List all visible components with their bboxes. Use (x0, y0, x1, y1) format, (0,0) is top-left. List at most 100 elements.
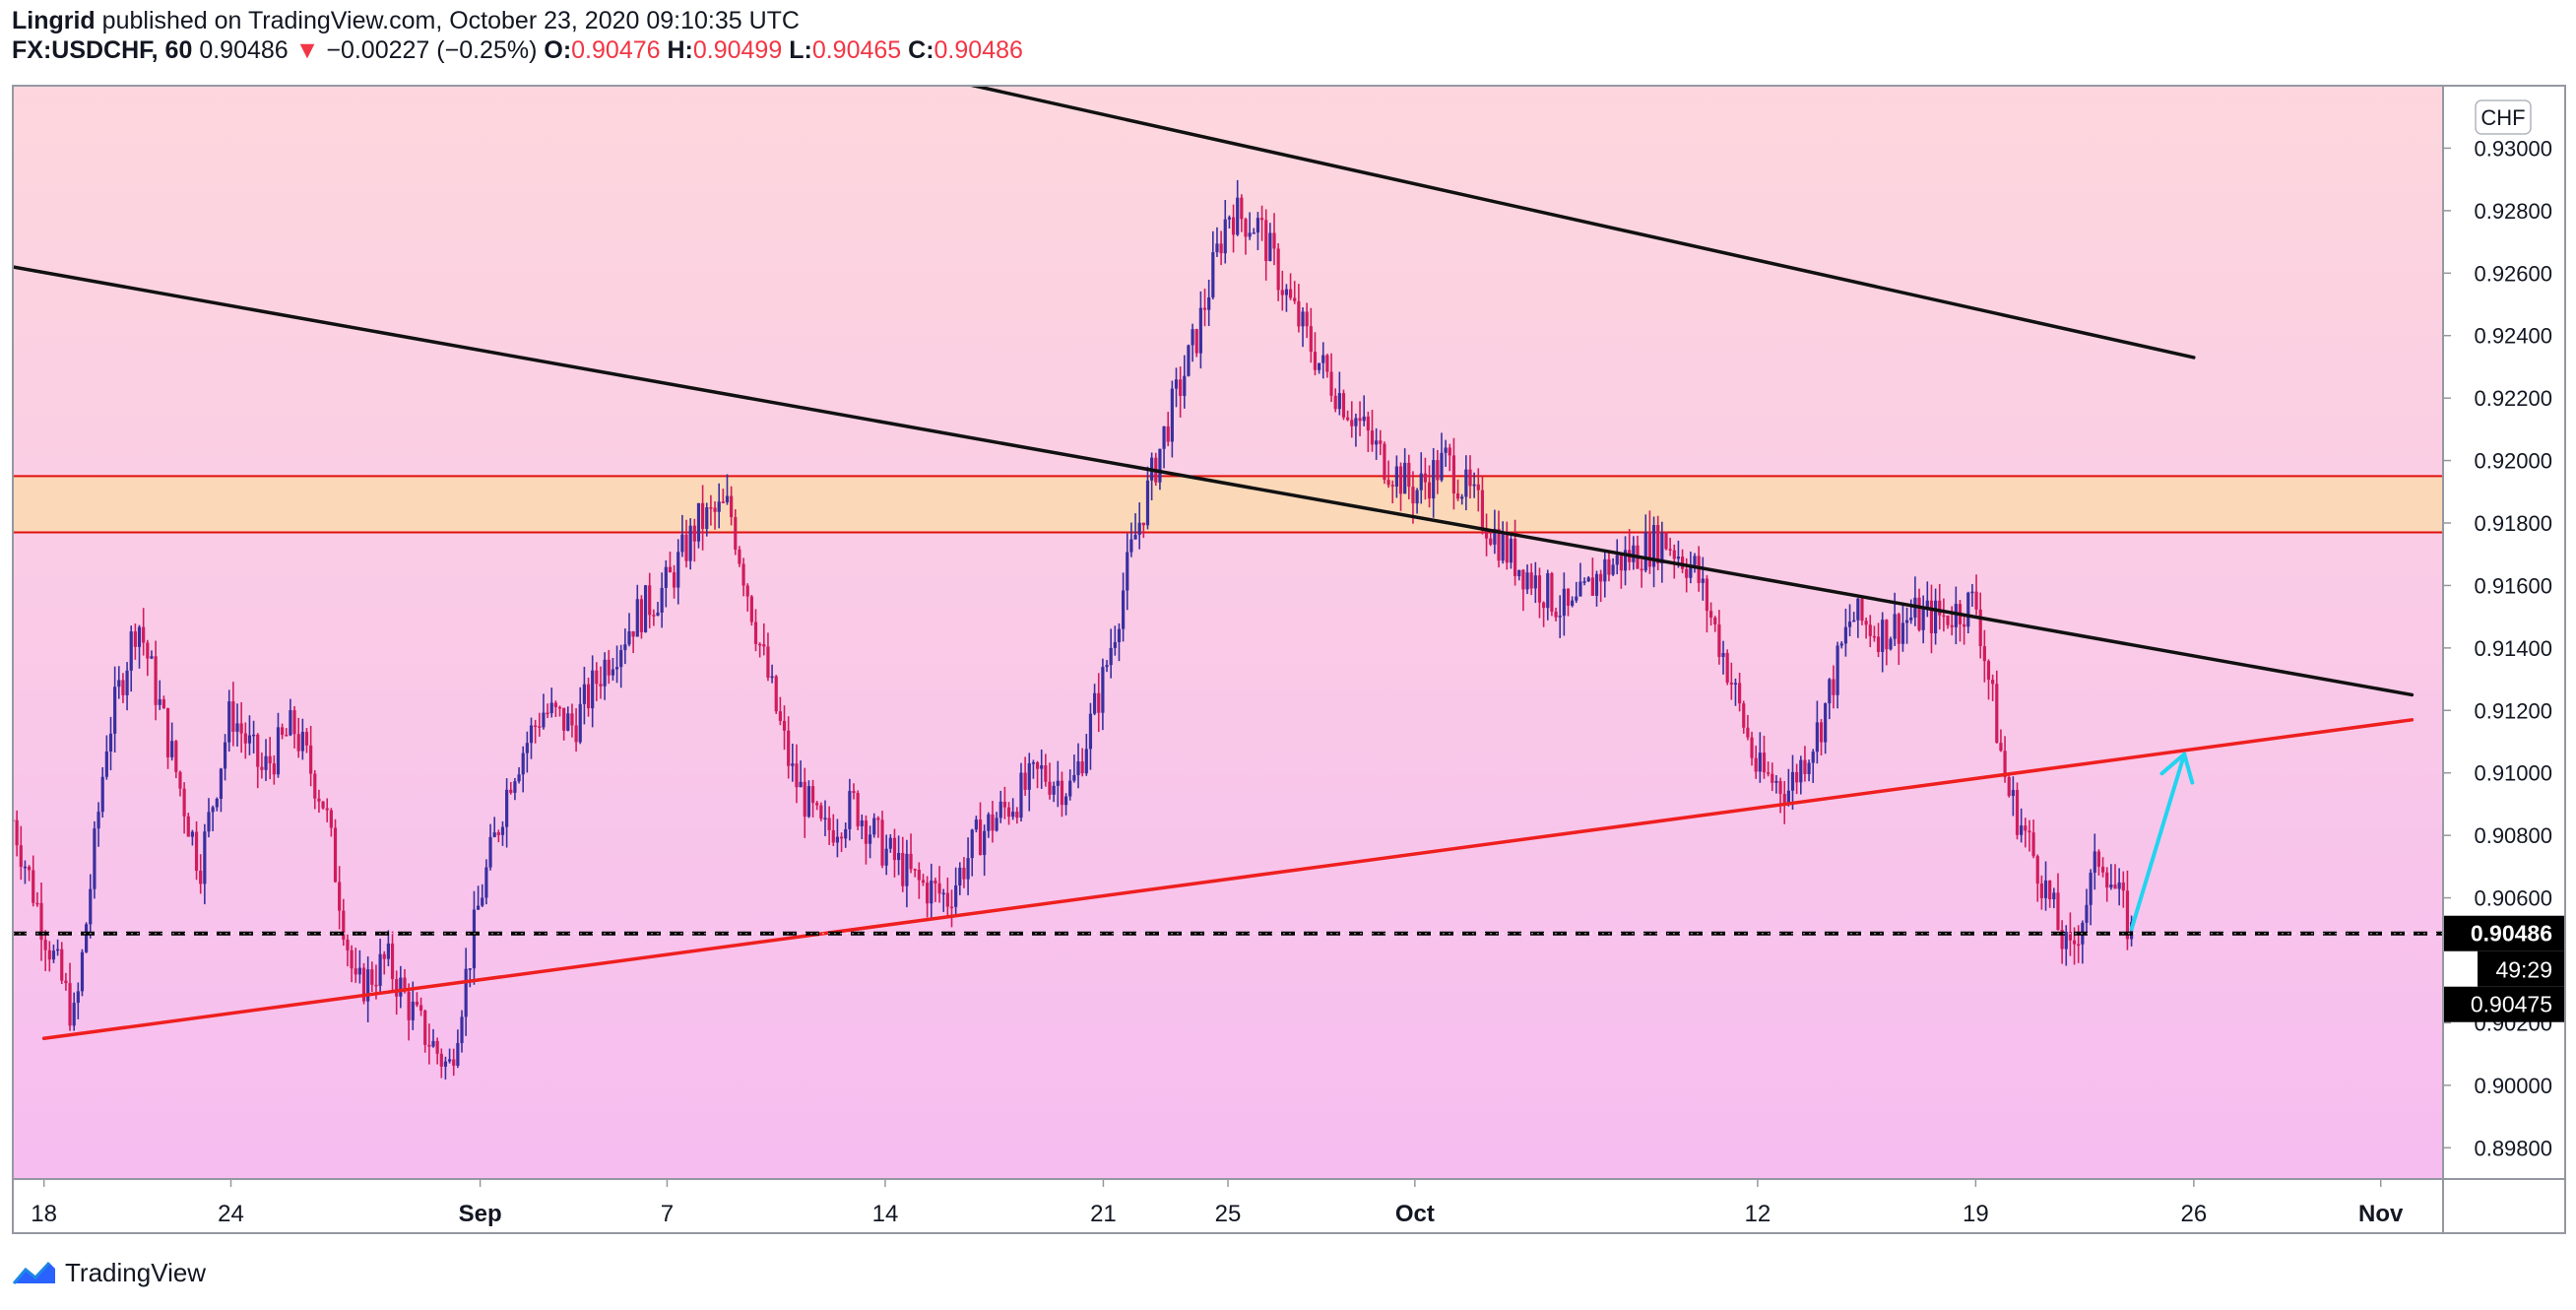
candle[interactable] (562, 707, 566, 741)
candle[interactable] (1876, 622, 1881, 658)
candle[interactable] (549, 688, 553, 718)
candle[interactable] (709, 494, 713, 526)
candle[interactable] (1035, 760, 1040, 789)
candle[interactable] (32, 855, 35, 907)
candle[interactable] (987, 812, 991, 838)
candle[interactable] (1501, 521, 1505, 564)
candle[interactable] (1375, 427, 1379, 460)
candle[interactable] (721, 489, 725, 504)
candle[interactable] (1632, 536, 1636, 570)
candle[interactable] (35, 891, 39, 907)
candle[interactable] (2077, 925, 2081, 963)
candle[interactable] (1394, 455, 1398, 498)
candle[interactable] (1815, 700, 1819, 764)
candle[interactable] (1170, 380, 1174, 458)
candle[interactable] (1464, 455, 1468, 511)
candle[interactable] (574, 708, 578, 752)
candle[interactable] (15, 810, 19, 857)
candle[interactable] (1517, 569, 1521, 581)
candle[interactable] (1183, 355, 1187, 409)
candle[interactable] (146, 639, 150, 677)
candle[interactable] (1897, 612, 1900, 665)
candle[interactable] (1729, 662, 1733, 700)
candle[interactable] (1701, 557, 1705, 601)
candle[interactable] (2096, 849, 2101, 876)
candle[interactable] (1187, 344, 1191, 377)
candle[interactable] (1582, 577, 1586, 586)
candle[interactable] (1145, 466, 1150, 530)
candle[interactable] (884, 834, 888, 876)
candle[interactable] (1076, 743, 1080, 789)
candle[interactable] (607, 649, 611, 685)
candle[interactable] (1060, 771, 1064, 818)
candle[interactable] (725, 474, 730, 505)
candle[interactable] (296, 717, 300, 758)
candle[interactable] (517, 766, 521, 784)
candle[interactable] (1048, 762, 1052, 800)
candle[interactable] (1056, 760, 1060, 808)
candle[interactable] (1843, 608, 1847, 657)
candle[interactable] (1333, 388, 1337, 413)
candle[interactable] (652, 609, 656, 626)
candle[interactable] (325, 798, 329, 822)
candle[interactable] (1451, 437, 1456, 510)
candle[interactable] (1101, 658, 1105, 731)
candle[interactable] (1832, 665, 1835, 709)
candle[interactable] (1244, 217, 1248, 255)
candle[interactable] (648, 572, 652, 628)
candle[interactable] (317, 789, 321, 814)
candle[interactable] (1571, 596, 1575, 608)
candle[interactable] (672, 564, 676, 599)
candle[interactable] (774, 675, 778, 714)
candle[interactable] (1350, 401, 1354, 438)
candle[interactable] (1762, 735, 1767, 779)
candle[interactable] (827, 806, 831, 845)
candle[interactable] (848, 778, 852, 841)
candle[interactable] (182, 782, 186, 834)
candle[interactable] (276, 712, 281, 778)
candle[interactable] (2064, 925, 2068, 966)
candle[interactable] (578, 687, 582, 745)
candle[interactable] (133, 623, 137, 660)
candle[interactable] (39, 883, 43, 961)
candle[interactable] (680, 514, 684, 557)
candle[interactable] (799, 760, 803, 788)
candle[interactable] (2121, 871, 2125, 908)
candle[interactable] (1786, 768, 1790, 807)
candle[interactable] (190, 829, 195, 846)
candle[interactable] (852, 783, 856, 800)
candle[interactable] (158, 680, 161, 710)
candle[interactable] (1097, 673, 1101, 733)
candle[interactable] (1929, 584, 1934, 654)
candle[interactable] (1742, 700, 1746, 734)
candle[interactable] (1799, 755, 1803, 795)
candle[interactable] (2039, 875, 2043, 910)
candle[interactable] (668, 552, 673, 573)
candle[interactable] (1301, 307, 1305, 348)
candle[interactable] (235, 703, 239, 747)
candle[interactable] (2109, 864, 2113, 890)
candle[interactable] (2113, 864, 2117, 889)
candle[interactable] (766, 632, 770, 682)
candle[interactable] (1211, 230, 1215, 299)
candle[interactable] (1900, 605, 1905, 652)
candle[interactable] (154, 640, 158, 721)
candle[interactable] (1288, 273, 1293, 300)
candle[interactable] (207, 798, 211, 838)
candle[interactable] (1733, 678, 1738, 706)
candle[interactable] (603, 652, 607, 700)
candle[interactable] (1807, 759, 1811, 782)
candle[interactable] (1383, 441, 1386, 485)
candle[interactable] (509, 782, 513, 795)
candle[interactable] (1651, 516, 1656, 588)
candle[interactable] (1480, 476, 1485, 535)
candle[interactable] (93, 820, 97, 899)
candle[interactable] (1398, 462, 1403, 511)
candle[interactable] (599, 666, 603, 699)
candle[interactable] (456, 1029, 460, 1069)
candle[interactable] (382, 950, 386, 975)
candle[interactable] (1436, 449, 1440, 494)
candle[interactable] (1415, 488, 1419, 514)
candle[interactable] (717, 483, 721, 529)
candle[interactable] (68, 962, 72, 1031)
